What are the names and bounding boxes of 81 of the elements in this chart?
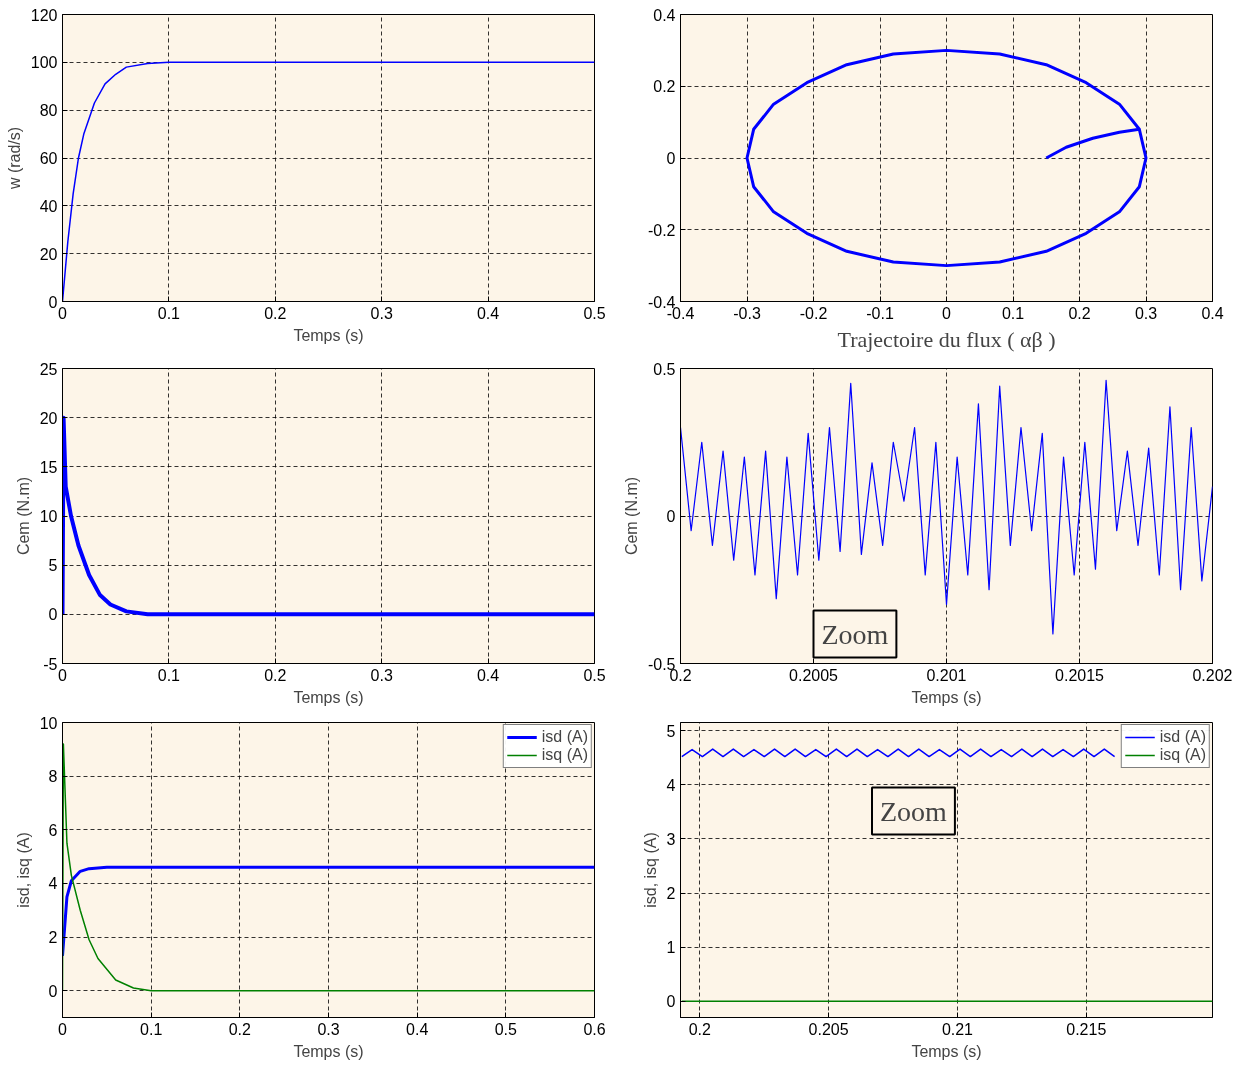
- y-tick-label: 10: [39, 714, 58, 732]
- y-tick-label: 0: [48, 606, 58, 624]
- x-tick-label: 0.5: [494, 1020, 518, 1038]
- x-tick-label: 0.6: [583, 1020, 606, 1038]
- y-tick-label: 5: [666, 722, 676, 740]
- x-tick-label: 0.205: [808, 1020, 849, 1038]
- y-tick-label: 10: [39, 508, 58, 525]
- x-tick-label: 0.2: [264, 304, 287, 322]
- x-tick-label: 0.5: [583, 666, 606, 684]
- y-tick-label: 0: [666, 150, 676, 167]
- x-tick-label: -0.2: [799, 304, 828, 322]
- x-tick-label: 0.4: [476, 666, 500, 684]
- y-tick-label: 0: [666, 993, 676, 1011]
- y-tick-label: 25: [39, 360, 58, 378]
- x-tick-label: 0.21: [941, 1020, 974, 1038]
- x-tick-label: 0.1: [157, 666, 181, 684]
- y-tick-label: 120: [30, 6, 58, 24]
- y-tick-label: 20: [39, 409, 58, 427]
- y-axis-title: w (rad/s): [5, 126, 23, 191]
- x-tick-label: 0.2015: [1055, 666, 1105, 684]
- y-tick-label: 2: [48, 929, 58, 947]
- x-axis-title: Trajectoire du flux ( αβ ): [837, 326, 1056, 352]
- x-tick-label: 0: [942, 304, 952, 322]
- x-tick-label: 0.1: [1001, 304, 1025, 322]
- x-tick-label: -0.1: [866, 304, 894, 322]
- y-tick-label: 1: [666, 939, 676, 957]
- x-tick-label: 0.215: [1066, 1020, 1107, 1038]
- legend-label: isd (A): [541, 728, 588, 746]
- y-tick-label: 5: [48, 557, 58, 575]
- x-tick-label: -0.3: [733, 304, 761, 322]
- legend-label: isq (A): [541, 746, 588, 764]
- x-axis-title: Temps (s): [911, 1042, 982, 1060]
- y-tick-label: 20: [39, 245, 58, 263]
- x-tick-label: 0.2005: [789, 666, 839, 684]
- x-tick-label: 0.202: [1192, 666, 1233, 684]
- x-axis-title: Temps (s): [911, 688, 982, 706]
- y-tick-label: 2: [666, 885, 676, 902]
- x-tick-label: 0.2: [688, 1020, 712, 1038]
- x-axis-title: Temps (s): [293, 1042, 364, 1060]
- x-tick-label: 0.2: [1068, 304, 1091, 322]
- y-tick-label: 6: [48, 821, 58, 839]
- x-tick-label: 0.201: [926, 666, 967, 684]
- x-axis-title: Temps (s): [293, 688, 364, 706]
- y-tick-label: 0: [48, 293, 58, 311]
- x-tick-label: 0.2: [264, 666, 287, 684]
- y-tick-label: 0.4: [653, 6, 676, 24]
- y-tick-label: 0: [48, 982, 58, 1000]
- legend-label: isd (A): [1159, 728, 1206, 746]
- y-tick-label: -5: [43, 655, 58, 673]
- x-tick-label: 0.3: [317, 1020, 340, 1038]
- legend-label: isq (A): [1159, 746, 1206, 764]
- y-tick-label: -0.2: [647, 221, 676, 239]
- y-tick-label: 4: [666, 776, 676, 794]
- x-tick-label: 0.2: [228, 1020, 252, 1038]
- x-tick-label: 0.3: [1134, 304, 1158, 322]
- x-tick-label: 0.5: [583, 304, 606, 322]
- y-tick-label: 0: [666, 508, 676, 525]
- y-tick-label: 40: [39, 197, 58, 215]
- x-tick-label: 0.1: [140, 1020, 163, 1038]
- x-tick-label: 0.4: [406, 1020, 429, 1038]
- y-tick-label: 80: [39, 102, 58, 120]
- x-tick-label: 0.4: [1201, 304, 1224, 322]
- x-axis-title: Temps (s): [293, 326, 364, 344]
- y-axis-title: isd, isq (A): [641, 832, 659, 908]
- annotation: Zoom: [880, 795, 948, 827]
- y-tick-label: 3: [666, 830, 676, 848]
- y-tick-label: 4: [48, 875, 58, 893]
- x-tick-label: 0.3: [370, 666, 393, 684]
- y-tick-label: 8: [48, 768, 58, 786]
- y-tick-label: 100: [30, 54, 58, 72]
- y-tick-label: 60: [39, 150, 58, 167]
- y-tick-label: 0.2: [653, 78, 676, 96]
- y-axis-title: isd, isq (A): [14, 832, 32, 908]
- y-tick-label: 15: [39, 458, 58, 476]
- x-tick-label: 0.1: [157, 304, 181, 322]
- y-axis-title: Cem (N.m): [622, 476, 640, 556]
- y-tick-label: 0.5: [653, 360, 676, 378]
- x-tick-label: 0.3: [370, 304, 393, 322]
- y-axis-title: Cem (N.m): [14, 476, 32, 556]
- x-tick-label: 0.4: [476, 304, 500, 322]
- annotation: Zoom: [821, 618, 889, 650]
